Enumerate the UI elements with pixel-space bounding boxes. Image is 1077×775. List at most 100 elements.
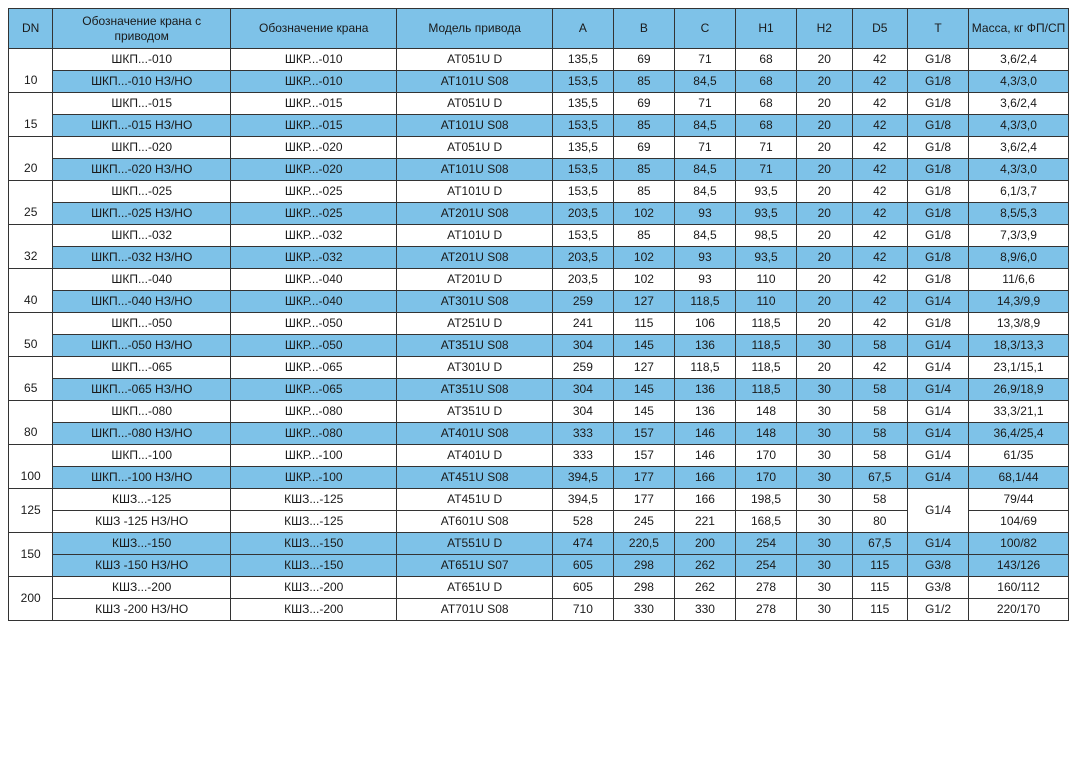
data-cell: AT601U S08 <box>397 511 552 533</box>
spec-table: DNОбозначение крана с приводомОбозначени… <box>8 8 1069 621</box>
data-cell: 166 <box>674 489 735 511</box>
dn-cell: 25 <box>9 181 53 225</box>
data-cell: 58 <box>852 423 907 445</box>
dn-cell: 32 <box>9 225 53 269</box>
data-cell: 157 <box>613 423 674 445</box>
data-cell: G1/4 <box>908 335 969 357</box>
data-cell: 710 <box>552 599 613 621</box>
data-cell: ШКР...-025 <box>230 203 396 225</box>
data-cell: 30 <box>797 489 852 511</box>
data-cell: AT351U S08 <box>397 379 552 401</box>
data-cell: КШЗ -125 НЗ/НО <box>53 511 231 533</box>
data-cell: AT051U D <box>397 93 552 115</box>
data-cell: 4,3/3,0 <box>969 159 1069 181</box>
data-cell: ШКР...-040 <box>230 269 396 291</box>
data-cell: 93 <box>674 203 735 225</box>
dn-cell: 200 <box>9 577 53 621</box>
data-cell: 93,5 <box>735 181 796 203</box>
data-cell: 115 <box>613 313 674 335</box>
data-cell: 259 <box>552 291 613 313</box>
data-cell: 30 <box>797 555 852 577</box>
data-cell: 30 <box>797 467 852 489</box>
data-cell: 110 <box>735 269 796 291</box>
table-row: ШКП...-020 НЗ/НОШКР...-020AT101U S08153,… <box>9 159 1069 181</box>
data-cell: ШКР...-025 <box>230 181 396 203</box>
data-cell: 170 <box>735 467 796 489</box>
data-cell: AT651U S07 <box>397 555 552 577</box>
data-cell: 135,5 <box>552 137 613 159</box>
data-cell: ШКР...-080 <box>230 423 396 445</box>
data-cell: КШЗ...-125 <box>53 489 231 511</box>
data-cell: 69 <box>613 93 674 115</box>
data-cell: 20 <box>797 115 852 137</box>
data-cell: 42 <box>852 203 907 225</box>
data-cell: 84,5 <box>674 181 735 203</box>
col-header-2: Обозначение крана <box>230 9 396 49</box>
data-cell: G1/2 <box>908 599 969 621</box>
table-row: 125КШЗ...-125КШЗ...-125AT451U D394,51771… <box>9 489 1069 511</box>
data-cell: 71 <box>735 159 796 181</box>
data-cell: 67,5 <box>852 533 907 555</box>
col-header-10: T <box>908 9 969 49</box>
data-cell: 145 <box>613 335 674 357</box>
dn-cell: 125 <box>9 489 53 533</box>
data-cell: ШКП...-010 НЗ/НО <box>53 71 231 93</box>
data-cell: ШКП...-040 НЗ/НО <box>53 291 231 313</box>
table-row: 80ШКП...-080ШКР...-080AT351U D3041451361… <box>9 401 1069 423</box>
data-cell: 42 <box>852 357 907 379</box>
data-cell: ШКП...-020 <box>53 137 231 159</box>
data-cell: 68,1/44 <box>969 467 1069 489</box>
table-row: 200КШЗ...-200КШЗ...-200AT651U D605298262… <box>9 577 1069 599</box>
data-cell: 69 <box>613 49 674 71</box>
table-row: 25ШКП...-025ШКР...-025AT101U D153,58584,… <box>9 181 1069 203</box>
data-cell: 6,1/3,7 <box>969 181 1069 203</box>
data-cell: 118,5 <box>735 313 796 335</box>
table-row: ШКП...-040 НЗ/НОШКР...-040AT301U S082591… <box>9 291 1069 313</box>
data-cell: G3/8 <box>908 555 969 577</box>
data-cell: ШКП...-100 НЗ/НО <box>53 467 231 489</box>
data-cell: 30 <box>797 335 852 357</box>
data-cell: 20 <box>797 71 852 93</box>
data-cell: 8,5/5,3 <box>969 203 1069 225</box>
data-cell: 168,5 <box>735 511 796 533</box>
data-cell: 3,6/2,4 <box>969 137 1069 159</box>
data-cell: 93 <box>674 269 735 291</box>
table-row: ШКП...-050 НЗ/НОШКР...-050AT351U S083041… <box>9 335 1069 357</box>
data-cell: 20 <box>797 225 852 247</box>
data-cell: 254 <box>735 533 796 555</box>
data-cell: AT651U D <box>397 577 552 599</box>
data-cell: КШЗ...-200 <box>230 577 396 599</box>
data-cell: 200 <box>674 533 735 555</box>
data-cell: 102 <box>613 269 674 291</box>
data-cell: 104/69 <box>969 511 1069 533</box>
data-cell: 85 <box>613 181 674 203</box>
data-cell: 203,5 <box>552 203 613 225</box>
data-cell: 127 <box>613 291 674 313</box>
data-cell: 166 <box>674 467 735 489</box>
data-cell: G3/8 <box>908 577 969 599</box>
data-cell: 394,5 <box>552 467 613 489</box>
data-cell: 177 <box>613 467 674 489</box>
data-cell: 20 <box>797 247 852 269</box>
data-cell: 20 <box>797 357 852 379</box>
data-cell: ШКП...-015 НЗ/НО <box>53 115 231 137</box>
data-cell: 42 <box>852 159 907 181</box>
data-cell: 153,5 <box>552 159 613 181</box>
data-cell: 298 <box>613 577 674 599</box>
data-cell: 115 <box>852 577 907 599</box>
table-body: 10ШКП...-010ШКР...-010AT051U D135,569716… <box>9 49 1069 621</box>
data-cell: G1/8 <box>908 181 969 203</box>
data-cell: 304 <box>552 335 613 357</box>
data-cell: AT101U S08 <box>397 71 552 93</box>
table-row: ШКП...-025 НЗ/НОШКР...-025AT201U S08203,… <box>9 203 1069 225</box>
col-header-11: Масса, кг ФП/СП <box>969 9 1069 49</box>
data-cell: AT201U S08 <box>397 203 552 225</box>
data-cell: 30 <box>797 379 852 401</box>
data-cell: 58 <box>852 445 907 467</box>
data-cell: 42 <box>852 137 907 159</box>
data-cell: 146 <box>674 445 735 467</box>
data-cell: 333 <box>552 445 613 467</box>
data-cell: ШКР...-065 <box>230 379 396 401</box>
col-header-6: C <box>674 9 735 49</box>
data-cell: 262 <box>674 577 735 599</box>
